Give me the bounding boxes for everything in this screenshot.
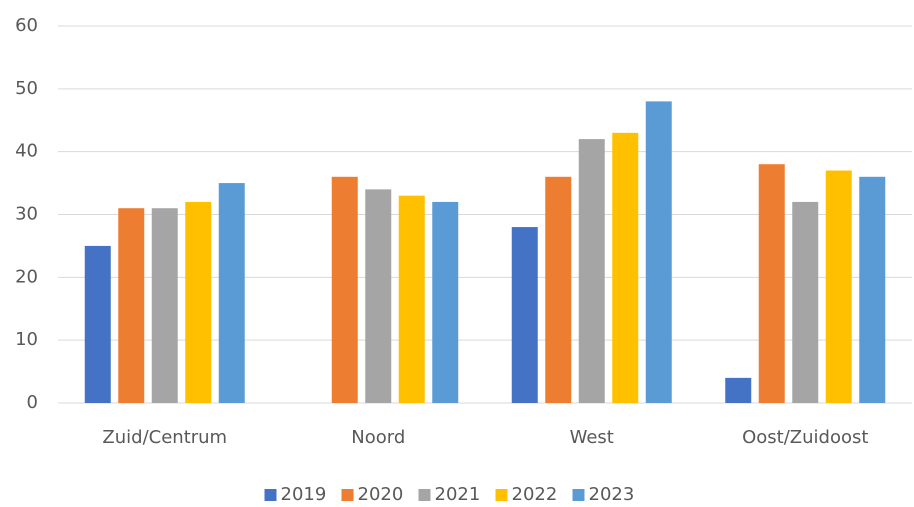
x-tick-label: Oost/Zuidoost [742, 427, 868, 448]
bar [825, 170, 852, 403]
y-tick-label: 0 [27, 392, 38, 413]
bar [792, 201, 819, 403]
x-tick-label: West [570, 427, 614, 448]
legend-swatch [418, 489, 431, 501]
legend-swatch [572, 489, 585, 501]
y-tick-label: 20 [15, 266, 38, 287]
bar [545, 176, 572, 403]
y-tick-label: 30 [15, 204, 38, 225]
bar [859, 176, 886, 403]
legend-label: 2023 [589, 484, 635, 505]
legend-swatch [495, 489, 508, 501]
bar [432, 201, 459, 403]
x-tick-label: Zuid/Centrum [102, 427, 227, 448]
x-tick-label: Noord [351, 427, 405, 448]
bar [331, 176, 358, 403]
legend-label: 2021 [435, 484, 481, 505]
bar [185, 201, 212, 403]
bar [118, 208, 145, 403]
bar [511, 227, 538, 403]
bar [218, 183, 245, 403]
bar [151, 208, 178, 403]
y-tick-label: 60 [15, 15, 38, 36]
bar [578, 139, 605, 403]
legend-label: 2022 [512, 484, 558, 505]
legend-swatch [341, 489, 354, 501]
bar [365, 189, 392, 403]
bar [398, 195, 425, 403]
bar [758, 164, 785, 403]
y-tick-label: 10 [15, 329, 38, 350]
legend-label: 2019 [281, 484, 327, 505]
legend-label: 2020 [358, 484, 404, 505]
legend-swatch [264, 489, 277, 501]
bar [645, 101, 672, 404]
y-tick-label: 50 [15, 78, 38, 99]
bar [612, 132, 639, 404]
bar [725, 377, 752, 403]
bar [84, 245, 111, 403]
y-tick-label: 40 [15, 141, 38, 162]
